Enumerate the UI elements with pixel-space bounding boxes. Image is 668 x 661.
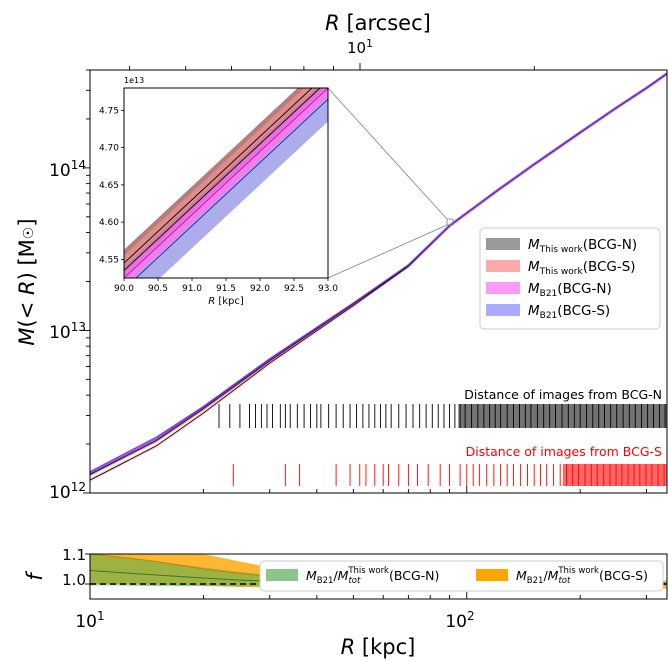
main-panel: Distance of images from BCG-N Distance o… [15,11,668,503]
rug-bcg-s [232,464,667,486]
x-tick-label-10: 101 [75,609,104,632]
ratio-legend-label-0: MB21/MtotThis work(BCG-N) [306,566,439,586]
legend-swatch-3 [486,304,520,316]
legend-swatch-0 [486,238,520,250]
inset-x-tick-label: 90.5 [148,284,168,294]
inset-axes: 90.0 90.5 91.0 91.5 92.0 92.5 93.0 4.55 4.60 4.65… [99,106,338,294]
main-frame [89,69,668,494]
legend-swatch-2 [486,282,520,294]
x-axis-label: R [kpc] [341,635,416,659]
ratio-panel: 1.1 1.0 f 101 102 R [kpc] MB21/MtotThis … [23,546,668,659]
inset-y-tick-label: 4.70 [99,144,119,154]
inset-x-axis-label: R [kpc] [208,296,244,307]
y-tick-label-1e13: 1013 [49,320,86,343]
inset-y-tick-label: 4.75 [99,106,119,116]
rug-dense-bcg-s [562,464,667,486]
annotation-bcg-n: Distance of images from BCG-N [464,387,662,402]
main-line-3 [90,73,667,473]
zoom-indicator [327,87,454,279]
inset-line-2 [124,88,328,278]
ratio-legend-label-1: MB21/MtotThis work(BCG-S) [516,566,648,586]
ratio-legend-swatch-1 [476,569,508,581]
legend-label-3: MB21(BCG-S) [528,303,610,321]
inset-line-1 [124,88,321,271]
ratio-y-axis-label: f [23,570,47,581]
rug-dense-bcg-n [458,404,667,428]
inset-x-tick-label: 93.0 [318,284,338,294]
inset-y-tick-label: 4.65 [99,181,119,191]
y-tick-label-1e12: 1012 [49,480,86,503]
inset-x-tick-label: 91.0 [182,284,202,294]
x-tick-label-100: 102 [445,609,474,632]
inset-panel: 90.0 90.5 91.0 91.5 92.0 92.5 93.0 4.55 4.60 4.65… [99,76,338,307]
rug-bcg-n [218,404,667,428]
inset-x-tick-label: 92.0 [250,284,270,294]
inset-frame [123,87,329,279]
legend-swatch-1 [486,260,520,272]
main-y-axis-label: M(< R) [M☉] [15,218,39,345]
ratio-legend: MB21/MtotThis work(BCG-N) MB21/MtotThis w… [259,560,664,592]
inset-line-0 [124,88,313,264]
y-tick-label-1e14: 1014 [49,158,86,181]
ratio-frame [89,553,668,600]
ratio-band-0 [90,554,667,587]
inset-y-tick-label: 4.60 [99,218,119,228]
inset-y-tick-label: 4.55 [99,255,119,265]
inset-offset-label: 1e13 [124,76,144,85]
inset-x-tick-label: 91.5 [216,284,236,294]
main-legend: MThis work(BCG-N) MThis work(BCG-S) MB21(B… [479,227,661,330]
inset-curves [124,88,328,278]
inset-x-tick-label: 92.5 [284,284,304,294]
ratio-legend-swatch-0 [266,569,298,581]
legend-label-0: MThis work(BCG-N) [528,237,637,255]
inset-x-tick-label: 90.0 [114,284,134,294]
main-curves [90,72,667,482]
top-axis-label: R [arcsec] [325,11,431,35]
legend-label-2: MB21(BCG-N) [528,281,612,299]
top-tick-label-10: 101 [347,37,373,57]
ratio-y-tick-label-1.1: 1.1 [62,546,86,564]
annotation-bcg-s: Distance of images from BCG-S [466,444,662,459]
ratio-y-tick-label-1.0: 1.0 [62,571,86,589]
inset-line-3 [135,98,328,278]
legend-label-1: MThis work(BCG-S) [528,259,636,277]
